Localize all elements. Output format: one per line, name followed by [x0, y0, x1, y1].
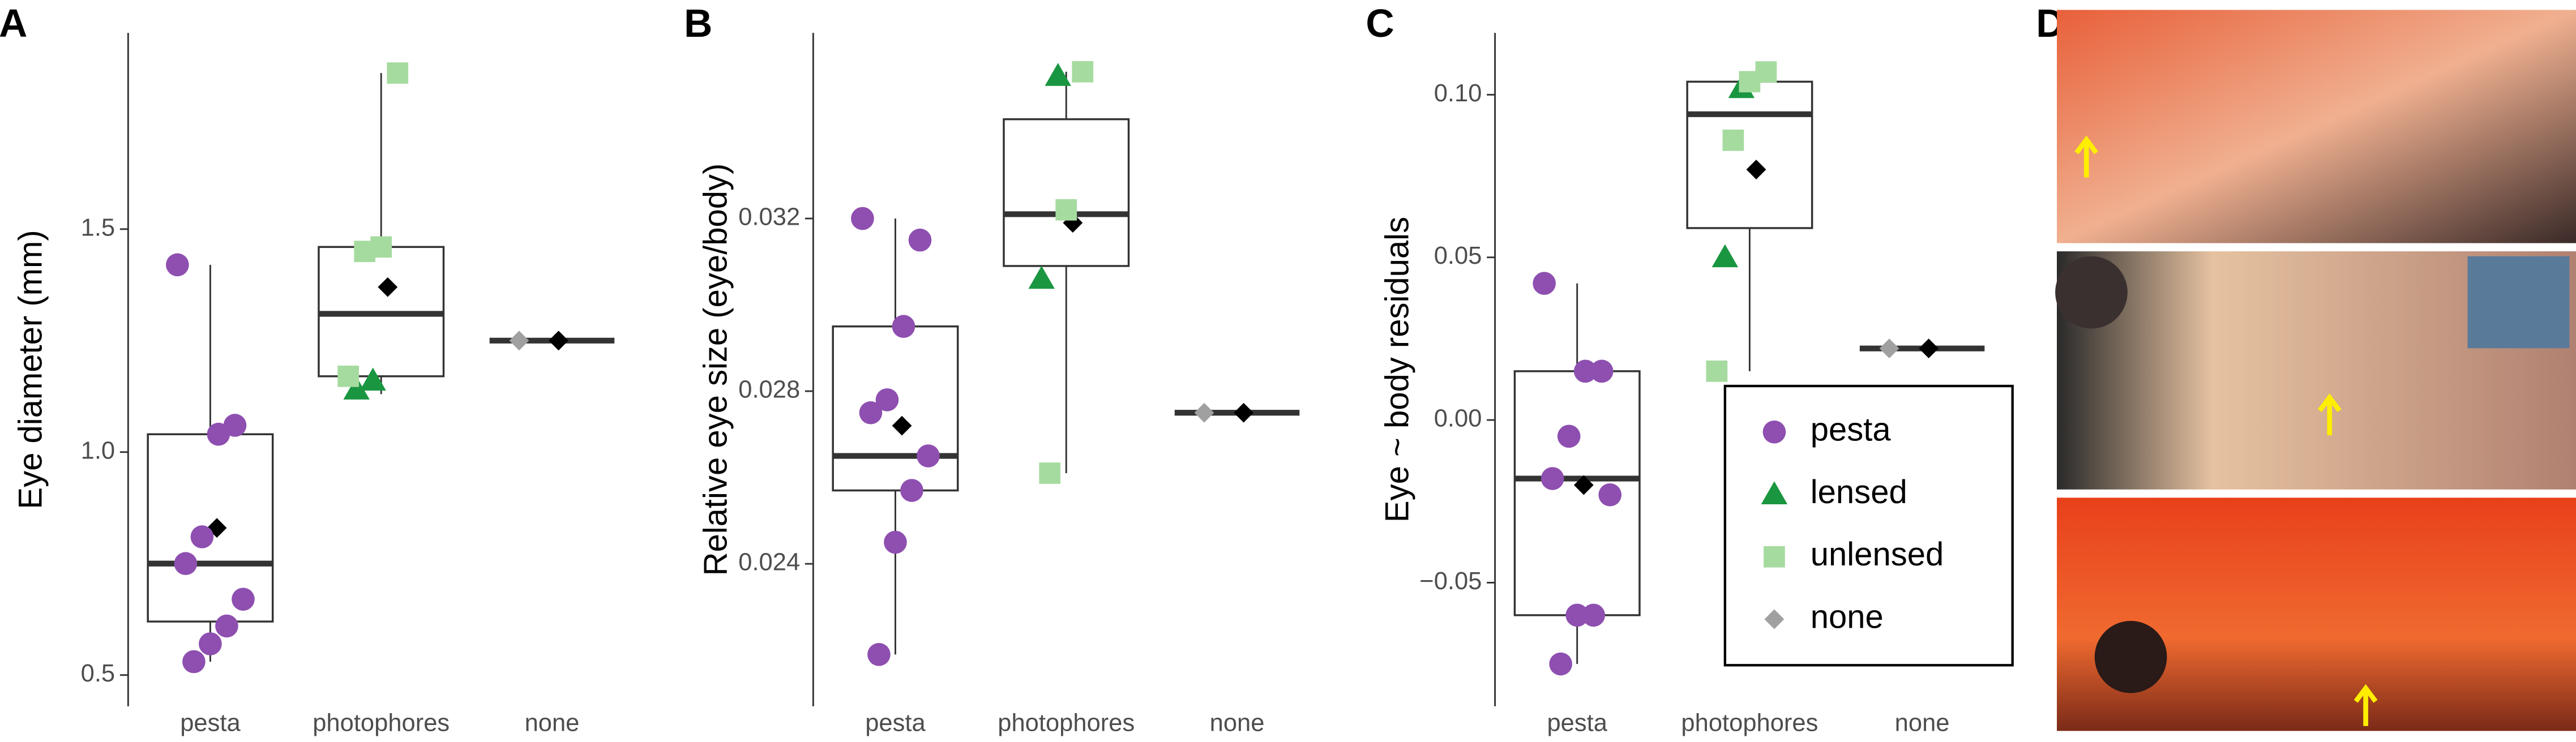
x-tick-label: none — [1210, 709, 1265, 736]
panel-label: B — [684, 1, 712, 45]
point — [908, 228, 932, 252]
x-tick-label: none — [525, 709, 580, 736]
point — [1565, 603, 1589, 627]
legend-label: pesta — [1811, 411, 1892, 448]
point — [337, 365, 360, 387]
point — [182, 650, 206, 674]
photo — [2057, 10, 2576, 243]
y-axis-title: Eye diameter (mm) — [12, 230, 49, 509]
point — [360, 367, 386, 391]
point — [1582, 603, 1606, 627]
box — [1003, 118, 1130, 267]
point — [1541, 467, 1564, 490]
y-tick-label: 1.0 — [81, 437, 115, 464]
point — [1557, 424, 1581, 448]
arrow — [2317, 393, 2342, 436]
y-tick-label: −0.05 — [1419, 568, 1482, 595]
arrow — [2074, 135, 2099, 178]
x-tick-label: pesta — [865, 709, 926, 736]
point — [1762, 420, 1786, 444]
point — [1746, 160, 1766, 179]
photo-inset — [2467, 256, 2570, 349]
arrow — [2354, 684, 2378, 726]
photo — [2057, 497, 2576, 731]
point — [1761, 481, 1788, 504]
point — [509, 331, 529, 351]
point — [1598, 483, 1622, 507]
point — [1234, 402, 1254, 423]
x-tick-label: photophores — [1681, 709, 1818, 736]
point — [1194, 402, 1214, 423]
x-tick-label: photophores — [998, 709, 1135, 736]
x-tick-label: pesta — [180, 709, 241, 736]
point — [387, 62, 409, 84]
point — [166, 253, 189, 277]
point — [343, 376, 370, 400]
point — [190, 525, 214, 548]
y-tick-label: 1.5 — [81, 214, 115, 241]
point — [1919, 338, 1939, 359]
y-tick-label: 0.10 — [1434, 80, 1482, 107]
x-tick-label: photophores — [313, 709, 450, 736]
y-tick-label: 0.028 — [738, 376, 800, 404]
y-tick-label: 0.5 — [81, 660, 115, 687]
x-tick-label: pesta — [1547, 709, 1607, 736]
point — [199, 632, 222, 655]
point — [1055, 199, 1077, 221]
point — [1028, 265, 1055, 289]
x-tick-label: none — [1895, 709, 1950, 736]
panel-label: A — [0, 1, 27, 45]
point — [1706, 361, 1728, 382]
point — [1573, 359, 1597, 383]
point — [1879, 338, 1899, 359]
y-axis-title: Relative eye size (eye/body) — [697, 164, 734, 576]
point — [867, 643, 891, 666]
point — [1722, 129, 1744, 151]
y-tick-label: 0.00 — [1434, 405, 1482, 432]
box — [1686, 80, 1813, 229]
y-tick-label: 0.05 — [1434, 242, 1482, 269]
point — [1739, 71, 1761, 93]
box — [832, 325, 959, 492]
point — [1549, 652, 1573, 676]
point — [215, 614, 238, 638]
point — [1764, 546, 1785, 568]
panel-label: C — [1366, 1, 1394, 45]
point — [884, 530, 907, 554]
point — [1711, 244, 1739, 268]
point — [232, 587, 255, 611]
point — [1045, 63, 1071, 86]
point — [1072, 61, 1094, 83]
point — [892, 315, 915, 338]
point — [1533, 272, 1556, 295]
legend-label: none — [1811, 598, 1884, 635]
photo-eye — [2055, 256, 2128, 329]
point — [378, 277, 398, 297]
point — [1590, 359, 1614, 383]
point — [1039, 462, 1061, 484]
point — [917, 444, 940, 467]
point — [875, 388, 899, 411]
photo-eye — [2094, 620, 2167, 693]
y-axis-title: Eye ~ body residuals — [1379, 217, 1416, 522]
point — [900, 479, 923, 502]
y-tick-label: 0.032 — [738, 204, 800, 231]
point — [207, 422, 230, 446]
legend-label: lensed — [1811, 474, 1907, 511]
point — [859, 401, 883, 424]
photos — [2055, 10, 2576, 731]
point — [549, 331, 569, 351]
point — [851, 207, 874, 230]
point — [174, 552, 198, 576]
point — [354, 241, 376, 263]
y-tick-label: 0.024 — [738, 549, 800, 576]
point — [892, 415, 912, 436]
legend-label: unlensed — [1811, 536, 1944, 573]
